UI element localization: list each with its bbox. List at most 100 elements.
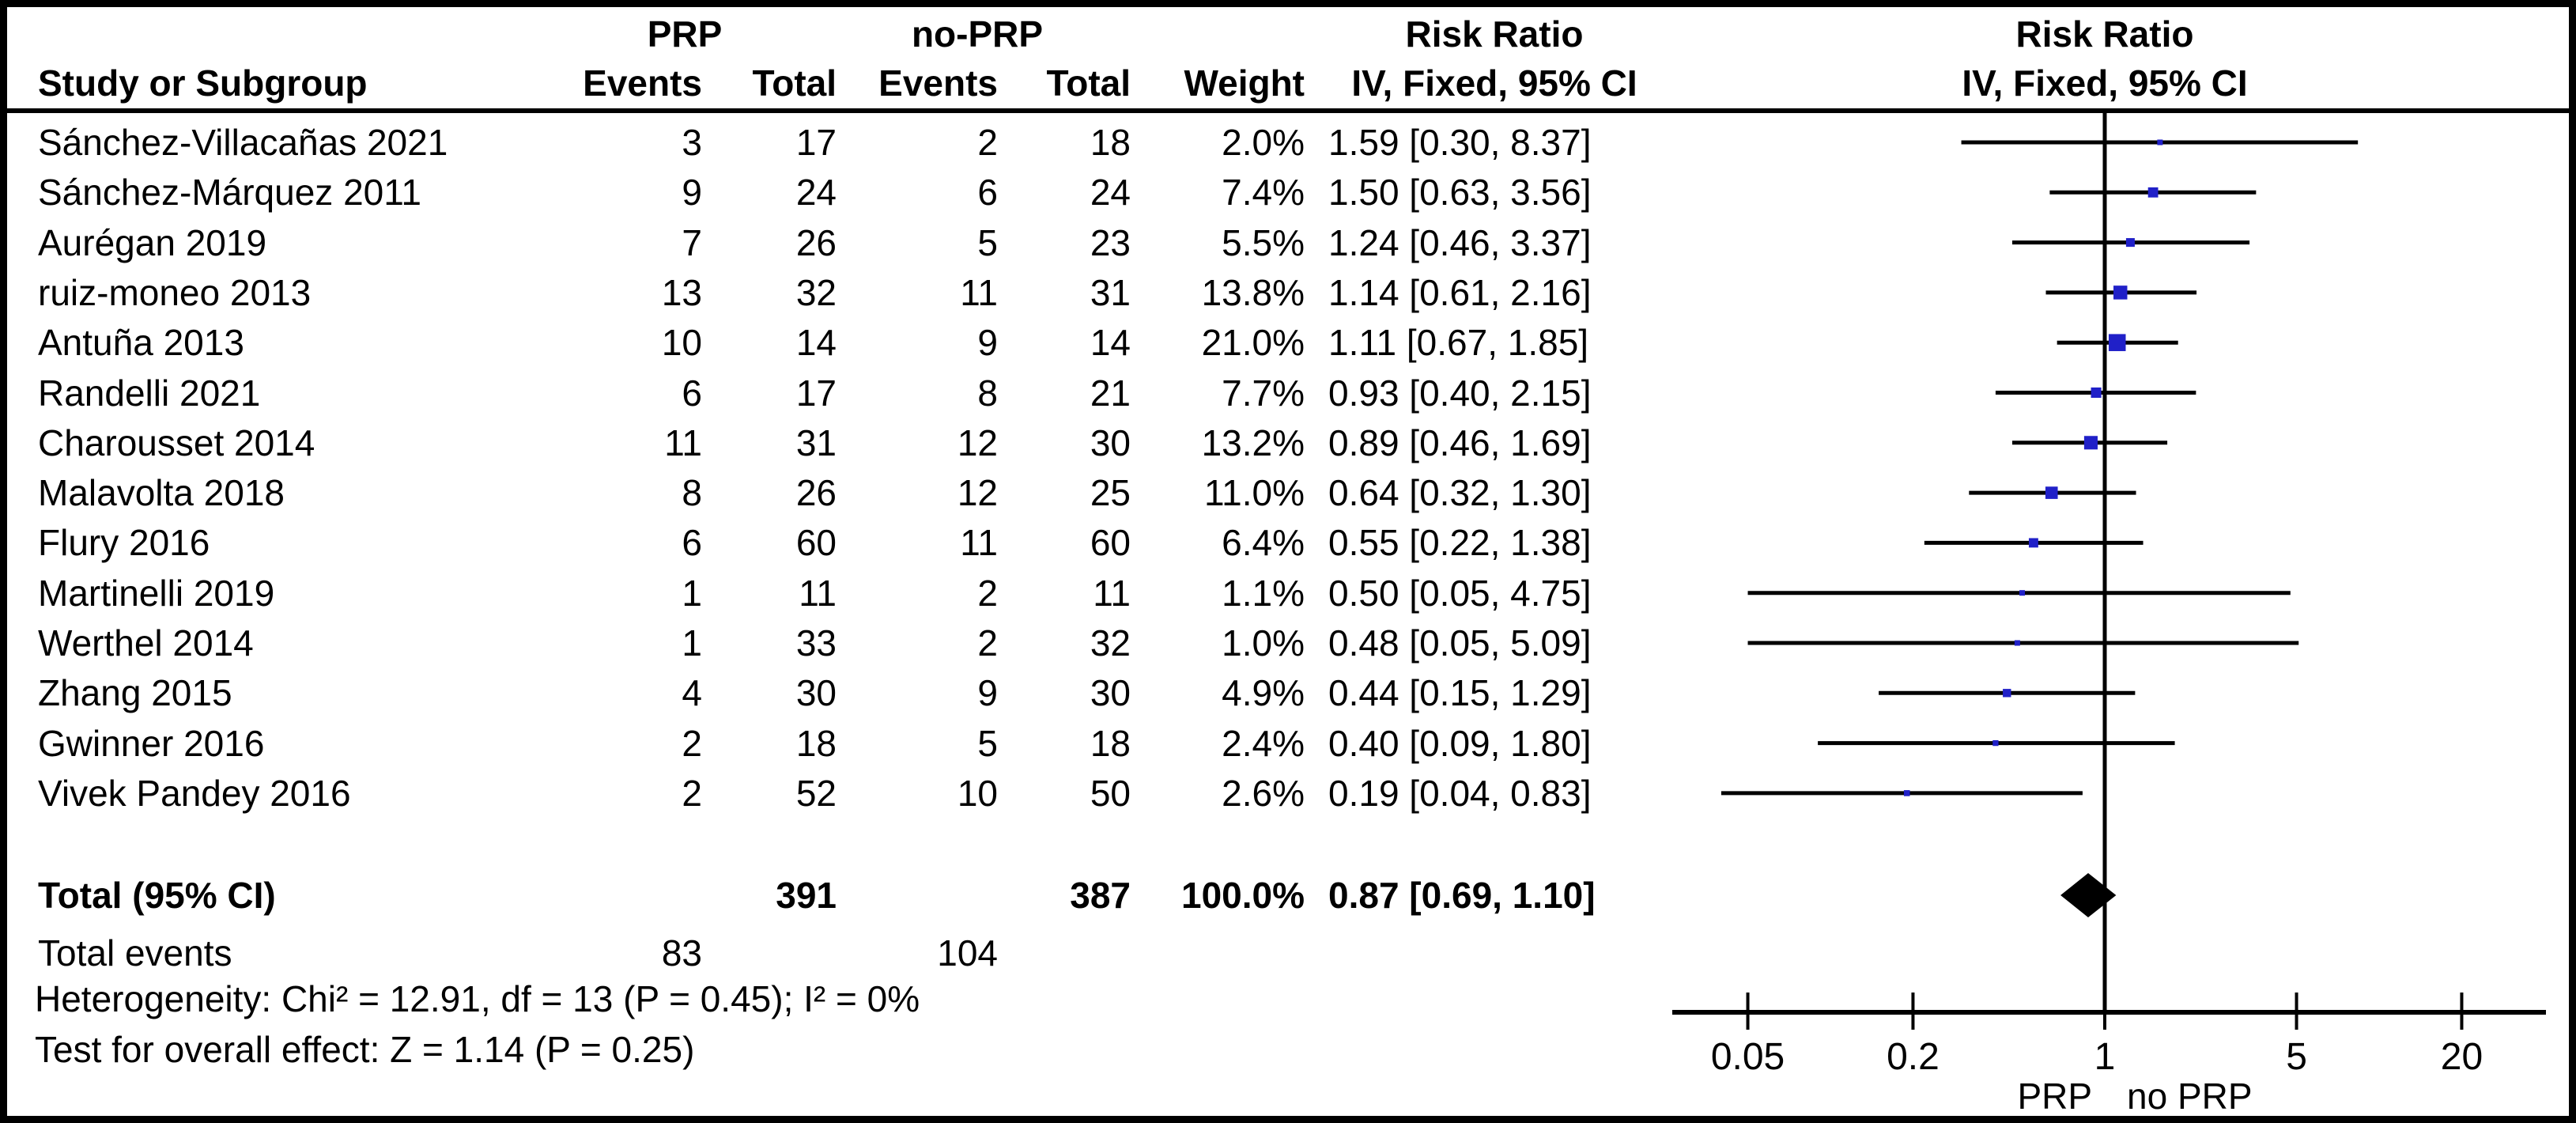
total-events-noprp: 104 <box>937 932 998 974</box>
prp-total: 60 <box>795 522 837 563</box>
effect-square <box>2083 436 2098 450</box>
total-noprp-total: 387 <box>1070 875 1131 916</box>
prp-events: 3 <box>682 122 702 163</box>
effect-square <box>2003 689 2011 698</box>
study-name: Werthel 2014 <box>38 622 254 664</box>
prp-events: 2 <box>682 773 702 814</box>
study-name: Randelli 2021 <box>38 372 261 414</box>
ci-text: 1.50 [0.63, 3.56] <box>1328 172 1592 213</box>
noprp-total: 23 <box>1090 222 1131 263</box>
weight: 21.0% <box>1201 322 1305 363</box>
weight: 2.0% <box>1222 122 1305 163</box>
noprp-total-header: Total <box>1046 62 1131 104</box>
noprp-events: 6 <box>977 172 998 213</box>
weight: 2.6% <box>1222 773 1305 814</box>
noprp-events: 5 <box>977 723 998 764</box>
weight-header: Weight <box>1184 62 1305 104</box>
method-header-left: IV, Fixed, 95% CI <box>1351 62 1637 104</box>
study-column-header: Study or Subgroup <box>38 62 368 104</box>
study-name: Aurégan 2019 <box>38 222 267 263</box>
study-name: Zhang 2015 <box>38 672 232 713</box>
noprp-events: 12 <box>957 472 998 513</box>
noprp-total: 31 <box>1090 272 1131 313</box>
prp-events: 2 <box>682 723 702 764</box>
heterogeneity-text: Heterogeneity: Chi² = 12.91, df = 13 (P … <box>35 978 920 1019</box>
study-name: Vivek Pandey 2016 <box>38 773 351 814</box>
noprp-events: 9 <box>977 672 998 713</box>
study-name: Flury 2016 <box>38 522 210 563</box>
study-name: Sánchez-Márquez 2011 <box>38 172 421 213</box>
effect-header-right: Risk Ratio <box>2015 13 2194 55</box>
ci-text: 0.48 [0.05, 5.09] <box>1328 622 1592 664</box>
ci-text: 1.14 [0.61, 2.16] <box>1328 272 1592 313</box>
total-events-prp: 83 <box>661 932 702 974</box>
ci-text: 0.50 [0.05, 4.75] <box>1328 573 1592 614</box>
noprp-total: 32 <box>1090 622 1131 664</box>
effect-square <box>2147 187 2159 198</box>
effect-square <box>2019 590 2026 596</box>
noprp-total: 18 <box>1090 723 1131 764</box>
noprp-total: 18 <box>1090 122 1131 163</box>
weight: 1.1% <box>1222 573 1305 614</box>
axis-tick-label: 20 <box>2441 1036 2483 1078</box>
noprp-events-header: Events <box>878 62 998 104</box>
effect-square <box>1992 739 1999 747</box>
prp-total: 26 <box>795 222 837 263</box>
noprp-total: 25 <box>1090 472 1131 513</box>
overall-effect-text: Test for overall effect: Z = 1.14 (P = 0… <box>35 1029 695 1070</box>
prp-total-header: Total <box>752 62 837 104</box>
axis-tick-label: 0.2 <box>1887 1036 1940 1078</box>
axis-group-labels: PRP no PRP <box>1898 1074 2372 1118</box>
effect-square <box>2113 285 2128 300</box>
prp-events: 7 <box>682 222 702 263</box>
prp-events: 9 <box>682 172 702 213</box>
prp-total: 24 <box>795 172 837 213</box>
pooled-diamond <box>2060 873 2117 917</box>
axis-tick-label: 1 <box>2094 1036 2116 1078</box>
prp-total: 31 <box>795 422 837 463</box>
prp-events: 1 <box>682 573 702 614</box>
noprp-events: 5 <box>977 222 998 263</box>
column-group-prp: PRP <box>647 13 723 55</box>
prp-total: 33 <box>795 622 837 664</box>
weight: 11.0% <box>1203 472 1305 513</box>
weight: 2.4% <box>1222 723 1305 764</box>
ci-text: 0.19 [0.04, 0.83] <box>1328 773 1592 814</box>
prp-total: 32 <box>795 272 837 313</box>
prp-total: 17 <box>795 372 837 414</box>
effect-square <box>2157 139 2163 146</box>
axis-tick-label: 0.05 <box>1711 1036 1785 1078</box>
effect-square <box>2014 640 2020 646</box>
noprp-total: 30 <box>1090 422 1131 463</box>
column-group-no-prp: no-PRP <box>911 13 1044 55</box>
total-row-label: Total (95% CI) <box>38 875 276 916</box>
study-name: Antuña 2013 <box>38 322 244 363</box>
header-separator <box>0 108 2576 113</box>
prp-events: 10 <box>661 322 702 363</box>
noprp-events: 2 <box>977 573 998 614</box>
prp-events-header: Events <box>583 62 702 104</box>
prp-total: 26 <box>795 472 837 513</box>
effect-square <box>2108 334 2126 351</box>
noprp-events: 11 <box>960 272 998 313</box>
weight: 6.4% <box>1222 522 1305 563</box>
study-name: ruiz-moneo 2013 <box>38 272 312 313</box>
method-header-right: IV, Fixed, 95% CI <box>1962 62 2248 104</box>
ci-text: 1.11 [0.67, 1.85] <box>1328 322 1589 363</box>
noprp-events: 2 <box>977 122 998 163</box>
study-name: Charousset 2014 <box>38 422 315 463</box>
ci-text: 0.55 [0.22, 1.38] <box>1328 522 1592 563</box>
prp-total: 17 <box>795 122 837 163</box>
noprp-events: 2 <box>977 622 998 664</box>
axis-tick-label: 5 <box>2286 1036 2307 1078</box>
effect-square <box>2091 387 2102 399</box>
prp-total: 14 <box>795 322 837 363</box>
ci-text: 0.44 [0.15, 1.29] <box>1328 672 1592 713</box>
noprp-total: 21 <box>1090 372 1131 414</box>
total-weight: 100.0% <box>1180 875 1305 916</box>
prp-events: 8 <box>682 472 702 513</box>
noprp-total: 14 <box>1090 322 1131 363</box>
noprp-events: 9 <box>977 322 998 363</box>
study-name: Gwinner 2016 <box>38 723 265 764</box>
